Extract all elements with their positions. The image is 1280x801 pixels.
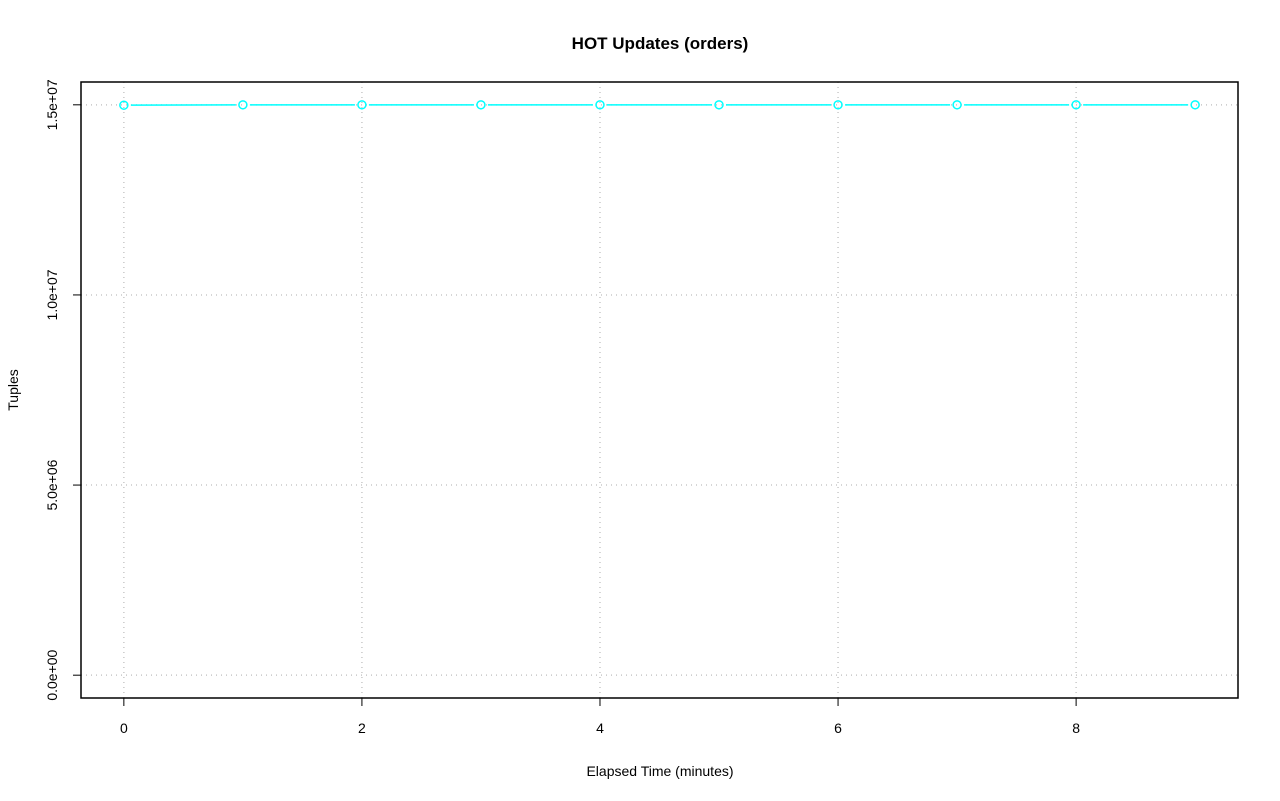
y-tick-label: 0.0e+00 <box>44 649 60 700</box>
data-point <box>119 100 129 110</box>
data-point <box>714 100 724 110</box>
x-tick-label: 0 <box>120 720 128 736</box>
series <box>119 100 1200 110</box>
data-point <box>1071 100 1081 110</box>
y-tick-label: 5.0e+06 <box>44 459 60 510</box>
grid <box>81 82 1238 698</box>
data-point <box>1190 100 1200 110</box>
x-tick-label: 6 <box>834 720 842 736</box>
data-point <box>952 100 962 110</box>
plot-border <box>80 81 1239 699</box>
chart-title: HOT Updates (orders) <box>572 34 749 53</box>
data-point <box>238 100 248 110</box>
x-tick-label: 8 <box>1072 720 1080 736</box>
axes: 0 2 4 6 8 0.0e+00 5.0e+06 1.0e+07 1.5e+07 <box>44 79 1080 736</box>
x-tick-label: 4 <box>596 720 604 736</box>
data-point <box>476 100 486 110</box>
data-point <box>833 100 843 110</box>
y-tick-label: 1.5e+07 <box>44 79 60 130</box>
data-point <box>357 100 367 110</box>
y-axis-label: Tuples <box>5 369 21 411</box>
data-point <box>595 100 605 110</box>
y-tick-label: 1.0e+07 <box>44 269 60 320</box>
x-tick-label: 2 <box>358 720 366 736</box>
x-axis-label: Elapsed Time (minutes) <box>586 763 733 779</box>
